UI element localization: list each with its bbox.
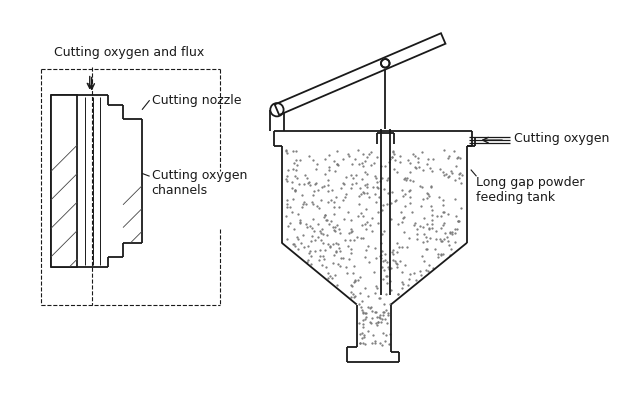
Circle shape <box>381 59 389 68</box>
Polygon shape <box>275 33 446 115</box>
Text: Cutting oxygen
channels: Cutting oxygen channels <box>151 169 247 197</box>
Text: Cutting oxygen: Cutting oxygen <box>514 132 610 145</box>
Text: Cutting oxygen and flux: Cutting oxygen and flux <box>54 46 204 59</box>
Text: Cutting nozzle: Cutting nozzle <box>151 94 241 107</box>
Text: Long gap powder
feeding tank: Long gap powder feeding tank <box>476 176 585 204</box>
Polygon shape <box>51 96 78 266</box>
